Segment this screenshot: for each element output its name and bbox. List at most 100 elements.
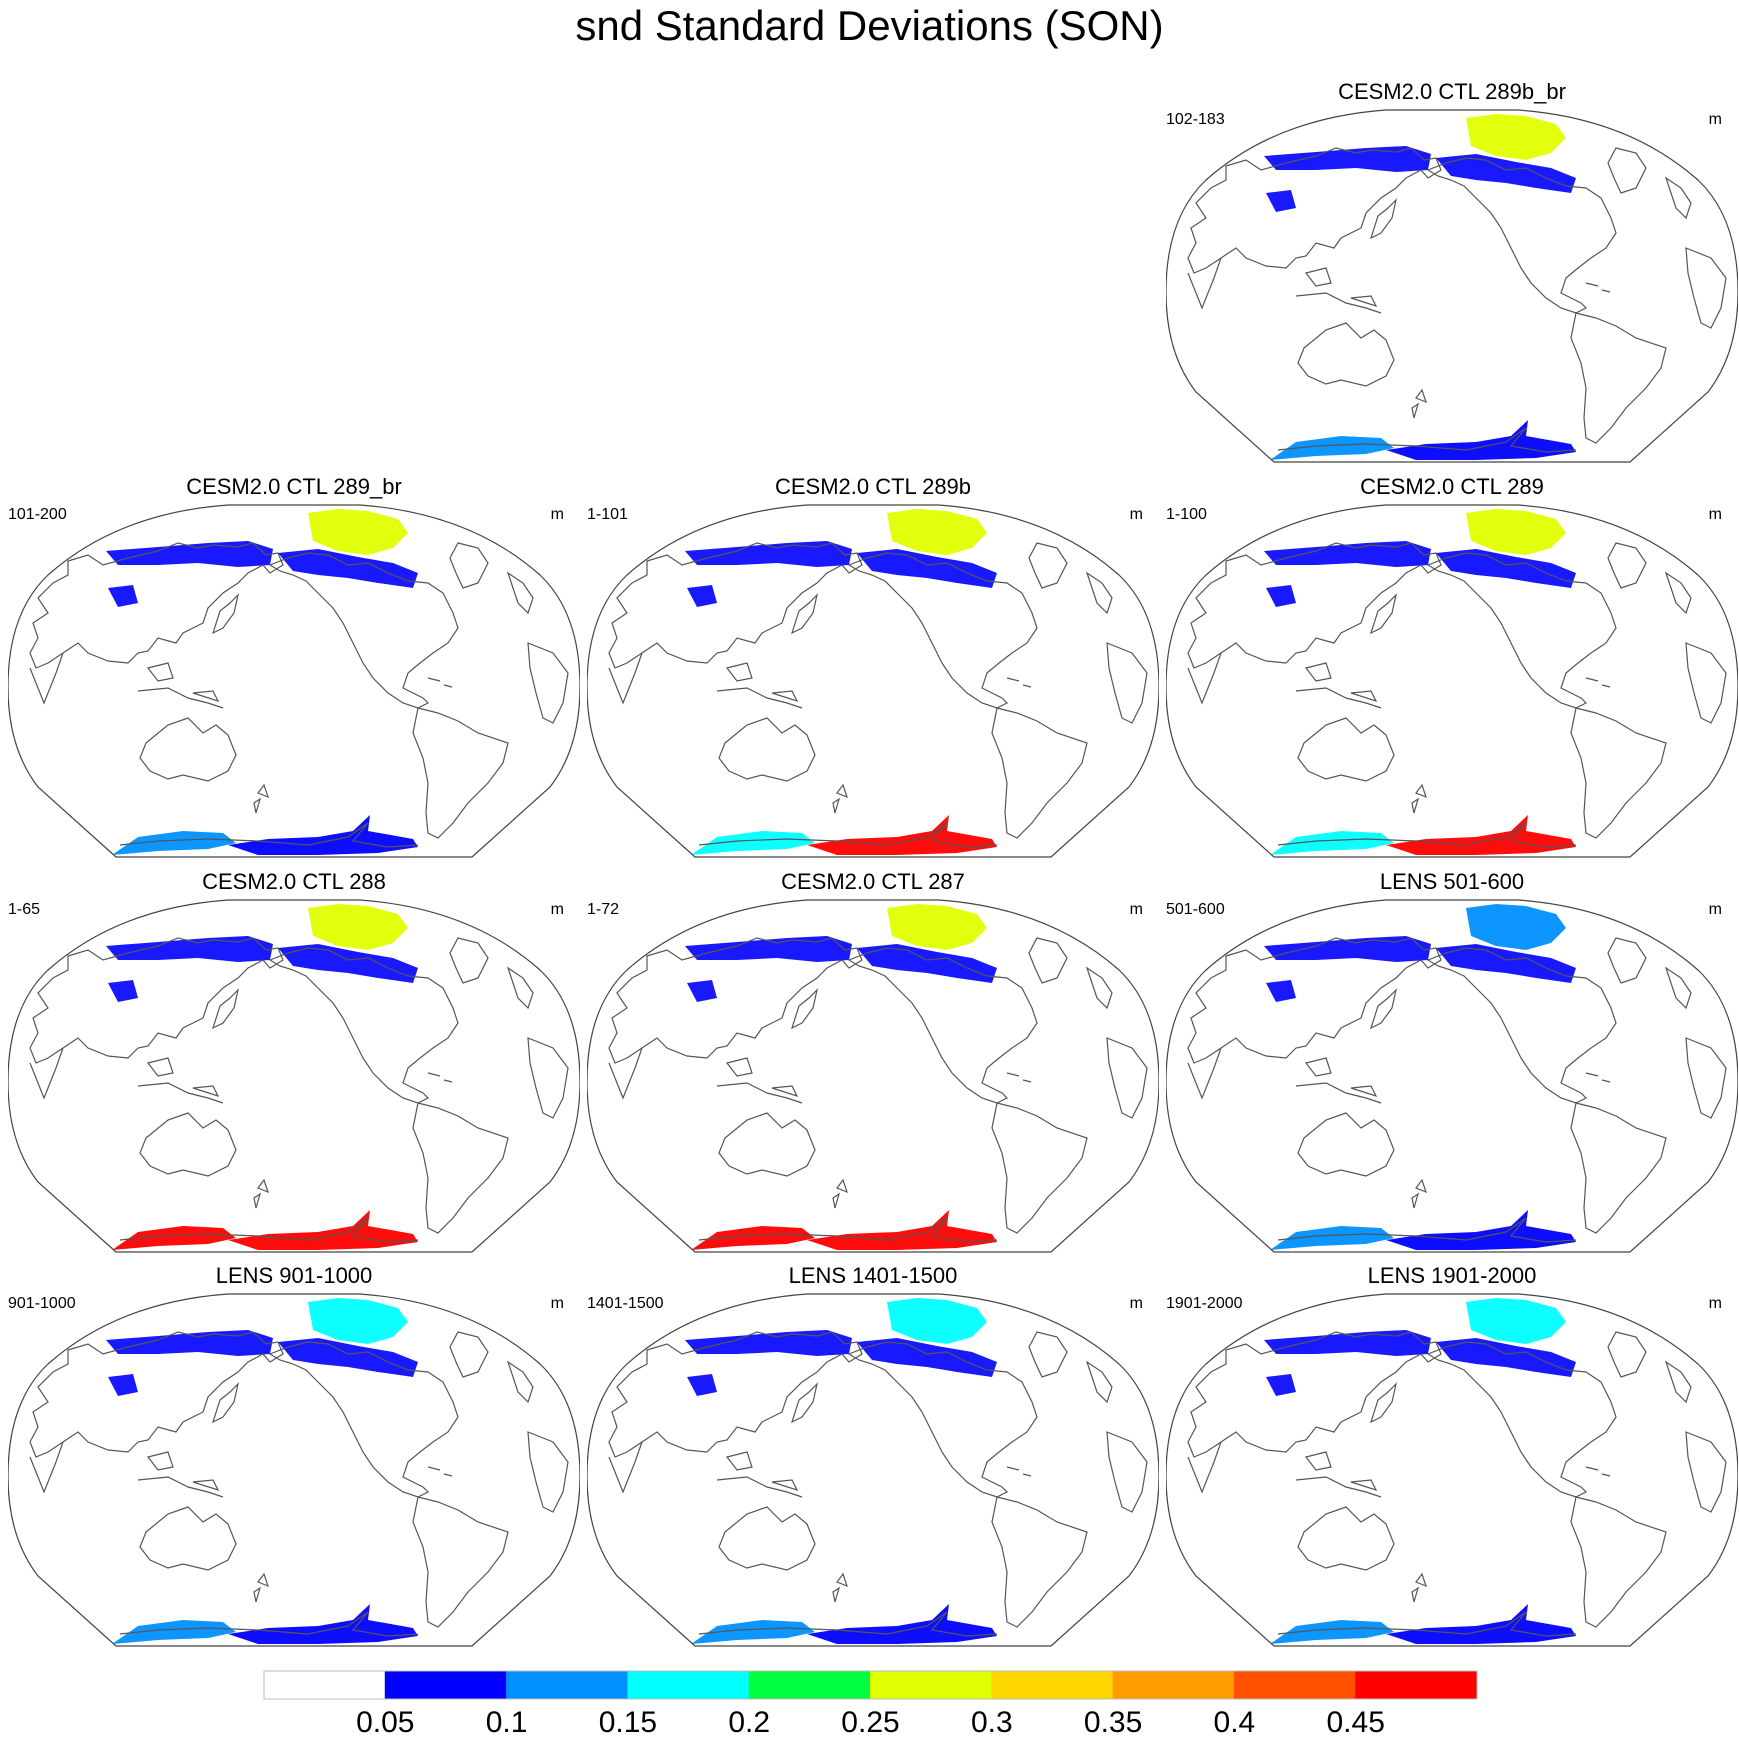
snow-patch-canada	[1436, 1338, 1576, 1377]
map-plot	[1166, 109, 1738, 463]
colorbar-tick-label: 0.05	[356, 1706, 414, 1738]
panel-unit: m	[1129, 1295, 1143, 1312]
antarctica-coast	[698, 1217, 998, 1243]
newzealand-coast	[253, 1178, 269, 1209]
panel-year-range: 901-1000	[8, 1295, 76, 1312]
snow-patch-canada	[1436, 154, 1576, 193]
map-panel: CESM2.0 CTL 287 1-72 m	[587, 868, 1159, 1266]
europe-coast	[1664, 966, 1692, 1010]
snow-patch-antarctica-west	[691, 1620, 815, 1644]
snow-patch-siberia	[1264, 936, 1431, 962]
colorbar-swatch	[506, 1670, 629, 1700]
australia-coast	[139, 1506, 237, 1571]
map-plot	[1166, 899, 1738, 1253]
indonesia-coast	[716, 1451, 803, 1498]
northamerica-coast	[1426, 947, 1617, 1104]
greenland-coast	[1028, 1331, 1068, 1378]
greenland-coast	[1607, 1331, 1647, 1378]
indonesia-coast	[1295, 1451, 1382, 1498]
newzealand-coast	[1411, 783, 1427, 814]
colorbar-swatch	[263, 1670, 386, 1700]
snow-patch-antarctica-west	[1270, 831, 1394, 855]
asia-coast	[1187, 147, 1442, 274]
snow-patch-greenland	[1466, 509, 1566, 555]
snow-patch-antarctica-east	[807, 1210, 997, 1250]
antarctica-coast	[1277, 427, 1577, 453]
japan-coast	[211, 593, 240, 635]
map-panel: LENS 901-1000 901-1000 m	[8, 1262, 580, 1660]
antarctica-coast	[119, 1217, 419, 1243]
japan-coast	[1369, 988, 1398, 1030]
africa-coast	[1685, 642, 1727, 724]
snow-patch-canada	[857, 944, 997, 983]
europe-coast	[1085, 966, 1113, 1010]
panel-title: CESM2.0 CTL 288	[202, 869, 386, 894]
map-panel: CESM2.0 CTL 289b 1-101 m	[587, 473, 1159, 871]
snow-patch-canada	[278, 944, 418, 983]
panel-unit: m	[1708, 506, 1722, 523]
antarctica-coast	[119, 1611, 419, 1637]
snow-patch-greenland	[1466, 1298, 1566, 1344]
snow-patch-central-asia	[687, 585, 717, 607]
southamerica-coast	[412, 707, 509, 839]
northamerica-coast	[847, 1341, 1038, 1498]
coastlines	[608, 1331, 1148, 1637]
australia-coast	[1297, 322, 1395, 387]
caribbean-coast	[427, 1072, 453, 1083]
indonesia-coast	[137, 662, 224, 709]
newzealand-coast	[832, 783, 848, 814]
europe-coast	[1085, 571, 1113, 615]
caribbean-coast	[1006, 677, 1032, 688]
indonesia-coast	[1295, 1057, 1382, 1104]
newzealand-coast	[253, 1572, 269, 1603]
africa-coast	[1106, 1037, 1148, 1119]
snow-patch-central-asia	[687, 1374, 717, 1396]
snow-patch-central-asia	[687, 980, 717, 1002]
japan-coast	[790, 988, 819, 1030]
snow-patch-siberia	[685, 541, 852, 567]
snow-patch-central-asia	[1266, 190, 1296, 212]
caribbean-coast	[1585, 282, 1611, 293]
southamerica-coast	[1570, 1102, 1667, 1234]
colorbar-tick-label: 0.25	[841, 1706, 899, 1738]
japan-coast	[1369, 593, 1398, 635]
map-plot	[587, 1293, 1159, 1647]
asia-coast	[1187, 937, 1442, 1064]
panel-unit: m	[550, 1295, 564, 1312]
colorbar-tick-label: 0.2	[728, 1706, 770, 1738]
panel-title: CESM2.0 CTL 289b_br	[1338, 79, 1566, 104]
snow-patch-antarctica-east	[1386, 815, 1576, 855]
snow-patch-greenland	[308, 509, 408, 555]
panel-unit: m	[1129, 901, 1143, 918]
snow-field	[106, 904, 418, 1250]
snow-patch-antarctica-east	[228, 815, 418, 855]
colorbar-tick-label: 0.45	[1327, 1706, 1385, 1738]
snow-patch-antarctica-east	[228, 1210, 418, 1250]
snow-patch-greenland	[887, 509, 987, 555]
snow-patch-antarctica-west	[1270, 1620, 1394, 1644]
snow-patch-siberia	[685, 1330, 852, 1356]
snow-patch-antarctica-west	[691, 831, 815, 855]
indonesia-coast	[1295, 662, 1382, 709]
snow-patch-greenland	[308, 1298, 408, 1344]
europe-coast	[506, 571, 534, 615]
australia-coast	[139, 717, 237, 782]
map-panel: CESM2.0 CTL 289b_br 102-183 m	[1166, 78, 1738, 476]
colorbar-tick-label: 0.1	[486, 1706, 528, 1738]
snow-patch-siberia	[106, 541, 273, 567]
map-plot	[8, 899, 580, 1253]
panel-title: LENS 1901-2000	[1367, 1263, 1537, 1288]
snow-patch-siberia	[106, 1330, 273, 1356]
map-plot	[8, 1293, 580, 1647]
panel-year-range: 1-72	[587, 901, 620, 918]
map-plot	[587, 899, 1159, 1253]
northamerica-coast	[847, 947, 1038, 1104]
snow-patch-greenland	[1466, 904, 1566, 950]
colorbar-frame	[263, 1670, 1478, 1700]
panel-year-range: 102-183	[1166, 111, 1225, 128]
snow-patch-siberia	[1264, 146, 1431, 172]
asia-coast	[29, 937, 284, 1064]
panel-unit: m	[550, 506, 564, 523]
northamerica-coast	[1426, 157, 1617, 314]
newzealand-coast	[832, 1178, 848, 1209]
